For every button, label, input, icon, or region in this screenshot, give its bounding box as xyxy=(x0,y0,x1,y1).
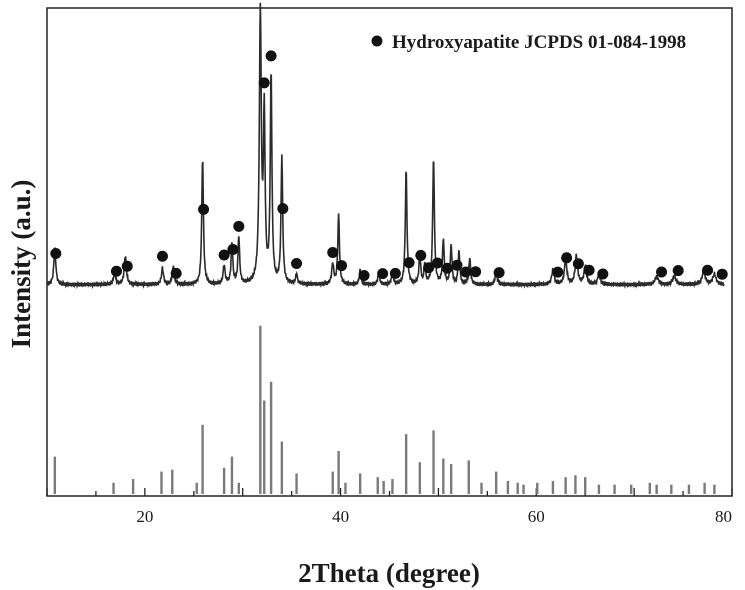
peak-marker xyxy=(277,203,289,215)
peak-marker xyxy=(583,264,595,276)
peak-marker xyxy=(50,247,62,259)
peak-marker xyxy=(561,252,573,264)
peak-marker xyxy=(389,267,401,279)
peak-marker xyxy=(451,259,463,271)
peak-marker xyxy=(265,50,277,62)
peak-marker xyxy=(156,250,168,262)
peak-marker xyxy=(423,262,435,274)
legend-marker-icon xyxy=(371,35,383,47)
peak-marker xyxy=(233,220,245,232)
x-axis-tick-labels: 20 40 60 80 xyxy=(136,507,732,526)
peak-marker xyxy=(597,268,609,280)
x-tick-label: 80 xyxy=(715,507,732,526)
peak-marker xyxy=(415,249,427,261)
legend: Hydroxyapatite JCPDS 01-084-1998 xyxy=(371,32,686,53)
peak-marker xyxy=(377,268,389,280)
peak-marker xyxy=(572,258,584,270)
peak-marker xyxy=(493,267,505,279)
peak-marker xyxy=(258,77,270,89)
peak-marker xyxy=(470,266,482,278)
peak-marker xyxy=(441,262,453,274)
peak-marker xyxy=(110,265,122,277)
peak-marker xyxy=(198,203,210,215)
peak-marker xyxy=(460,266,472,278)
peak-marker xyxy=(327,246,339,258)
peak-marker xyxy=(702,264,714,276)
plot-frame xyxy=(46,7,733,497)
peak-marker xyxy=(291,258,303,270)
x-tick-label: 60 xyxy=(528,507,545,526)
peak-marker xyxy=(716,268,728,280)
sample-pattern-line xyxy=(46,2,725,290)
peak-marker xyxy=(358,269,370,281)
peak-marker xyxy=(672,265,684,277)
reference-pattern xyxy=(53,325,716,494)
peak-marker xyxy=(336,260,348,272)
peak-marker xyxy=(121,260,133,272)
peak-marker xyxy=(552,266,564,278)
legend-label: Hydroxyapatite JCPDS 01-084-1998 xyxy=(392,32,686,53)
x-tick-label: 20 xyxy=(136,507,153,526)
y-axis-title: Intensity (a.u.) xyxy=(6,180,36,349)
peak-marker xyxy=(431,257,443,269)
peak-marker xyxy=(403,257,415,269)
peak-marker xyxy=(218,249,230,261)
peak-marker xyxy=(656,266,668,278)
peak-marker xyxy=(227,243,239,255)
peak-marker xyxy=(170,267,182,279)
x-axis-title: 2Theta (degree) xyxy=(298,558,480,588)
x-tick-label: 40 xyxy=(332,507,349,526)
x-axis-ticks xyxy=(46,488,733,496)
hydroxyapatite-peak-markers xyxy=(50,50,728,281)
